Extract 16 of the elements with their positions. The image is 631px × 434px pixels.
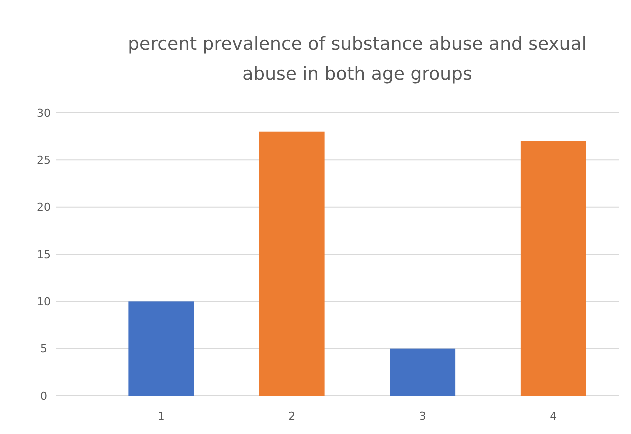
x-tick-label: 3: [419, 410, 426, 423]
bar: [128, 302, 194, 396]
chart-title: percent prevalence of substance abuse and sexual abuse in both age groups: [128, 34, 587, 85]
y-tick-label: 25: [37, 154, 51, 168]
bar: [259, 132, 325, 396]
x-tick-label: 4: [550, 410, 558, 423]
y-tick-label: 15: [37, 248, 51, 262]
y-tick-label: 0: [40, 390, 48, 403]
y-tick-label: 20: [37, 201, 51, 214]
bar: [520, 141, 586, 396]
y-tick-label: 30: [37, 106, 51, 120]
y-tick-label: 10: [37, 296, 51, 309]
y-tick-label: 5: [40, 342, 48, 356]
x-tick-label: 1: [158, 410, 165, 423]
x-tick-label: 2: [288, 410, 296, 423]
bar: [390, 348, 456, 396]
